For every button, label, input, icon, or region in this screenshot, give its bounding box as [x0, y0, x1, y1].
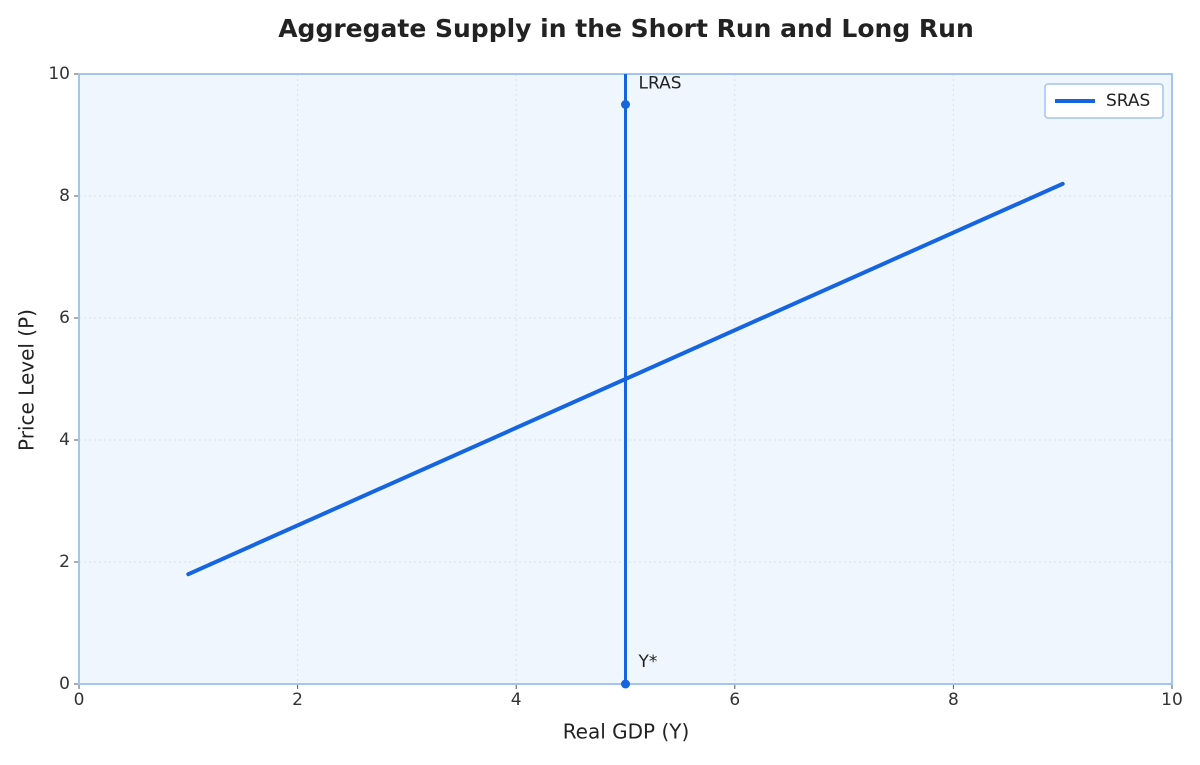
x-tick-label: 8: [948, 690, 959, 710]
x-tick-label: 4: [511, 690, 522, 710]
line-series: [186, 181, 1065, 577]
chart-title: Aggregate Supply in the Short Run and Lo…: [278, 14, 974, 43]
x-tick-label: 2: [292, 690, 303, 710]
x-axis-label: Real GDP (Y): [563, 720, 690, 744]
y-tick-label: 8: [59, 186, 70, 206]
x-tick-label: 0: [74, 690, 85, 710]
legend-box: [1044, 83, 1164, 119]
y-tick-label: 2: [59, 552, 70, 572]
y-tick-label: 6: [59, 308, 70, 328]
lras-point: [621, 679, 630, 689]
y-axis-label: Price Level (P): [15, 309, 39, 451]
y-tick-label: 4: [59, 430, 70, 450]
x-tick-label: 10: [1161, 690, 1183, 710]
x-tick-label: 6: [729, 690, 740, 710]
lras-point: [621, 100, 630, 109]
annotation: Y*: [638, 652, 658, 672]
y-tick-label: 0: [59, 674, 70, 694]
annotation: LRAS: [639, 74, 682, 94]
legend-label: SRAS: [1106, 91, 1150, 111]
y-tick-label: 10: [48, 64, 70, 84]
